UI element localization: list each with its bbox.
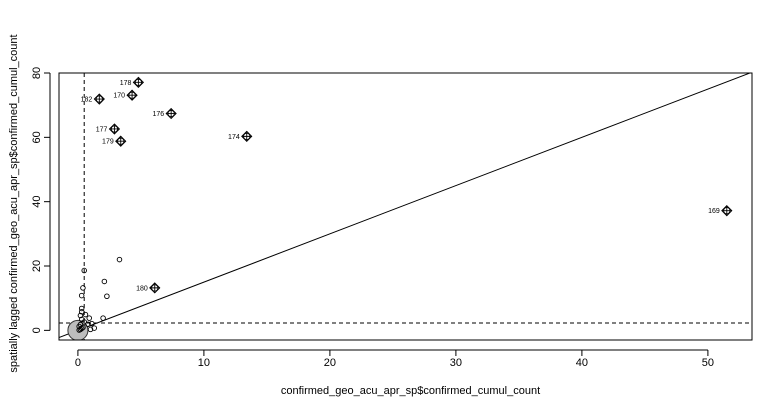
influential-point-diamond (149, 282, 161, 294)
influential-point-label: 180 (136, 285, 148, 292)
data-point (78, 305, 85, 312)
data-point (85, 321, 91, 327)
influential-point: 177 (96, 123, 121, 135)
x-tick-label: 0 (75, 357, 81, 369)
influential-point-diamond (721, 205, 733, 217)
reference-lines (59, 73, 752, 340)
influential-point: 178 (120, 76, 145, 88)
influential-point: 179 (102, 135, 127, 147)
data-point (80, 285, 86, 291)
influential-point: 176 (152, 107, 177, 120)
data-point (86, 315, 92, 321)
influential-point: 169 (708, 205, 733, 217)
data-point (78, 292, 85, 299)
data-points: 169 170 174 176 177 178 179 180 182 (67, 76, 733, 340)
x-tick-label: 40 (576, 357, 588, 369)
data-point (91, 325, 98, 331)
data-point (89, 320, 95, 327)
influential-point-diamond (165, 107, 177, 120)
data-point (104, 293, 110, 300)
data-point (101, 278, 108, 285)
x-tick-label: 20 (324, 357, 336, 369)
data-point (116, 256, 123, 263)
x-tick-label: 30 (450, 357, 462, 369)
influential-point-cross (115, 136, 126, 147)
influential-point: 182 (81, 93, 105, 105)
data-point (100, 315, 106, 321)
plot-border (58, 72, 753, 341)
influential-point-cross (721, 205, 732, 216)
influential-point-cross (109, 123, 120, 134)
x-axis-title: confirmed_geo_acu_apr_sp$confirmed_cumul… (281, 385, 540, 397)
y-tick-label: 80 (31, 67, 43, 79)
y-tick-label: 20 (31, 260, 43, 272)
plot-frame (58, 72, 753, 341)
influential-point-label: 178 (120, 80, 132, 87)
influential-point-label: 174 (228, 134, 240, 141)
influential-point-cross (133, 77, 144, 88)
influential-point-label: 179 (102, 139, 114, 146)
y-tick-label: 40 (31, 196, 43, 208)
influential-point-cross (241, 131, 252, 142)
influential-point-label: 176 (152, 111, 164, 118)
data-point (82, 311, 89, 318)
regression-line (59, 73, 752, 339)
influential-point-diamond (115, 135, 127, 147)
influential-point: 170 (113, 89, 138, 101)
data-point (77, 321, 84, 328)
influential-point-diamond (93, 93, 105, 105)
influential-point-cross (166, 108, 177, 119)
x-tick-label: 10 (198, 357, 210, 369)
y-tick-label: 0 (31, 327, 43, 333)
influential-point-cross (149, 282, 160, 293)
influential-point-label: 170 (113, 93, 125, 100)
influential-point-label: 177 (96, 126, 108, 133)
y-axis-title: spatially lagged confirmed_geo_acu_apr_s… (8, 34, 20, 372)
influential-point-cross (94, 94, 105, 105)
influential-point-cross (127, 90, 138, 101)
influential-point: 174 (228, 130, 253, 143)
influential-point-label: 169 (708, 208, 720, 215)
y-tick-label: 60 (31, 131, 43, 143)
influential-point-label: 182 (81, 97, 93, 104)
data-point (81, 267, 87, 274)
x-tick-label: 50 (702, 357, 714, 369)
data-point (78, 308, 85, 315)
influential-point: 180 (136, 282, 161, 294)
axes: 0 10 20 30 40 50 0 20 40 60 80 (31, 67, 714, 369)
